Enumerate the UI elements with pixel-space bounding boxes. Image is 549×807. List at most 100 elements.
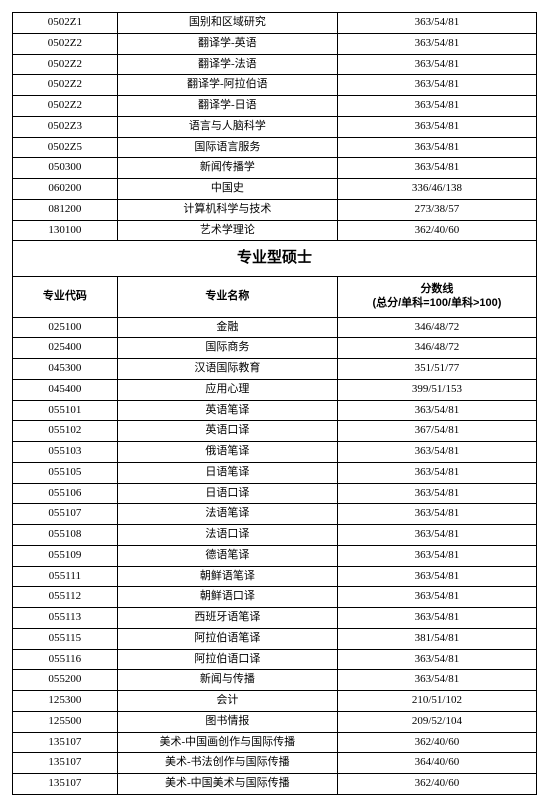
table-row: 081200计算机科学与技术273/38/57 — [13, 199, 537, 220]
cell-code: 045300 — [13, 359, 118, 380]
cell-score: 363/54/81 — [337, 587, 536, 608]
cell-name: 德语笔译 — [117, 545, 337, 566]
section-title-row: 专业型硕士 — [13, 241, 537, 277]
cell-code: 055108 — [13, 525, 118, 546]
cell-code: 081200 — [13, 199, 118, 220]
table-row: 055116阿拉伯语口译363/54/81 — [13, 649, 537, 670]
cell-score: 363/54/81 — [337, 33, 536, 54]
cell-name: 阿拉伯语笔译 — [117, 628, 337, 649]
cell-score: 336/46/138 — [337, 179, 536, 200]
cell-score: 363/54/81 — [337, 137, 536, 158]
cell-name: 翻译学-日语 — [117, 96, 337, 117]
cell-name: 会计 — [117, 691, 337, 712]
cell-code: 045400 — [13, 379, 118, 400]
cell-score: 273/38/57 — [337, 199, 536, 220]
cell-code: 055101 — [13, 400, 118, 421]
cell-name: 翻译学-英语 — [117, 33, 337, 54]
cell-name: 法语笔译 — [117, 504, 337, 525]
cell-score: 363/54/81 — [337, 462, 536, 483]
col-score-l2: (总分/单科=100/单科>100) — [372, 297, 501, 309]
cell-score: 363/54/81 — [337, 13, 536, 34]
col-score: 分数线 (总分/单科=100/单科>100) — [337, 277, 536, 318]
cell-name: 新闻与传播 — [117, 670, 337, 691]
cell-name: 国别和区域研究 — [117, 13, 337, 34]
cell-code: 055103 — [13, 442, 118, 463]
cell-code: 0502Z1 — [13, 13, 118, 34]
table-row: 055109德语笔译363/54/81 — [13, 545, 537, 566]
cell-name: 日语口译 — [117, 483, 337, 504]
cell-code: 125500 — [13, 711, 118, 732]
cell-code: 055111 — [13, 566, 118, 587]
cell-score: 362/40/60 — [337, 732, 536, 753]
cell-score: 363/54/81 — [337, 158, 536, 179]
cell-score: 367/54/81 — [337, 421, 536, 442]
cell-score: 363/54/81 — [337, 566, 536, 587]
cell-code: 055112 — [13, 587, 118, 608]
cell-code: 055116 — [13, 649, 118, 670]
cell-name: 英语口译 — [117, 421, 337, 442]
table-row: 0502Z2翻译学-法语363/54/81 — [13, 54, 537, 75]
cell-code: 055102 — [13, 421, 118, 442]
table-row: 125500图书情报209/52/104 — [13, 711, 537, 732]
table-row: 125300会计210/51/102 — [13, 691, 537, 712]
table-row: 025400国际商务346/48/72 — [13, 338, 537, 359]
table-row: 135107美术-中国画创作与国际传播362/40/60 — [13, 732, 537, 753]
cell-code: 025100 — [13, 317, 118, 338]
cell-name: 俄语笔译 — [117, 442, 337, 463]
cell-code: 060200 — [13, 179, 118, 200]
cell-code: 055113 — [13, 608, 118, 629]
cell-name: 艺术学理论 — [117, 220, 337, 241]
cell-name: 国际语言服务 — [117, 137, 337, 158]
table-row: 055115阿拉伯语笔译381/54/81 — [13, 628, 537, 649]
cell-code: 125300 — [13, 691, 118, 712]
cell-code: 0502Z3 — [13, 116, 118, 137]
cell-code: 055115 — [13, 628, 118, 649]
table-row: 055111朝鲜语笔译363/54/81 — [13, 566, 537, 587]
cell-score: 363/54/81 — [337, 545, 536, 566]
cell-name: 计算机科学与技术 — [117, 199, 337, 220]
table-row: 130100艺术学理论362/40/60 — [13, 220, 537, 241]
table-row: 055107法语笔译363/54/81 — [13, 504, 537, 525]
table-row: 0502Z2翻译学-英语363/54/81 — [13, 33, 537, 54]
cell-score: 381/54/81 — [337, 628, 536, 649]
cell-code: 055105 — [13, 462, 118, 483]
cell-score: 363/54/81 — [337, 608, 536, 629]
cell-score: 351/51/77 — [337, 359, 536, 380]
cell-code: 0502Z5 — [13, 137, 118, 158]
table-row: 055113西班牙语笔译363/54/81 — [13, 608, 537, 629]
table-row: 055101英语笔译363/54/81 — [13, 400, 537, 421]
cell-score: 346/48/72 — [337, 338, 536, 359]
cell-score: 363/54/81 — [337, 525, 536, 546]
table-row: 0502Z5国际语言服务363/54/81 — [13, 137, 537, 158]
cell-score: 363/54/81 — [337, 96, 536, 117]
cell-score: 363/54/81 — [337, 400, 536, 421]
table-row: 055112朝鲜语口译363/54/81 — [13, 587, 537, 608]
cell-score: 363/54/81 — [337, 504, 536, 525]
cell-name: 新闻传播学 — [117, 158, 337, 179]
cell-name: 翻译学-法语 — [117, 54, 337, 75]
cell-name: 金融 — [117, 317, 337, 338]
cell-score: 363/54/81 — [337, 483, 536, 504]
cell-name: 国际商务 — [117, 338, 337, 359]
table-row: 135107美术-书法创作与国际传播364/40/60 — [13, 753, 537, 774]
table-row: 0502Z2翻译学-日语363/54/81 — [13, 96, 537, 117]
cell-name: 英语笔译 — [117, 400, 337, 421]
cell-score: 362/40/60 — [337, 774, 536, 795]
table-row: 050300新闻传播学363/54/81 — [13, 158, 537, 179]
table-row: 060200中国史336/46/138 — [13, 179, 537, 200]
section-title: 专业型硕士 — [13, 241, 537, 277]
table-row: 135107美术-中国美术与国际传播362/40/60 — [13, 774, 537, 795]
cell-name: 美术-书法创作与国际传播 — [117, 753, 337, 774]
col-code: 专业代码 — [13, 277, 118, 318]
cell-score: 364/40/60 — [337, 753, 536, 774]
table-row: 055102英语口译367/54/81 — [13, 421, 537, 442]
cell-name: 图书情报 — [117, 711, 337, 732]
cell-name: 美术-中国画创作与国际传播 — [117, 732, 337, 753]
table-row: 055103俄语笔译363/54/81 — [13, 442, 537, 463]
table-row: 055200新闻与传播363/54/81 — [13, 670, 537, 691]
table-row: 025100金融346/48/72 — [13, 317, 537, 338]
cell-code: 050300 — [13, 158, 118, 179]
cell-name: 日语笔译 — [117, 462, 337, 483]
cell-name: 汉语国际教育 — [117, 359, 337, 380]
col-score-l1: 分数线 — [420, 283, 453, 295]
